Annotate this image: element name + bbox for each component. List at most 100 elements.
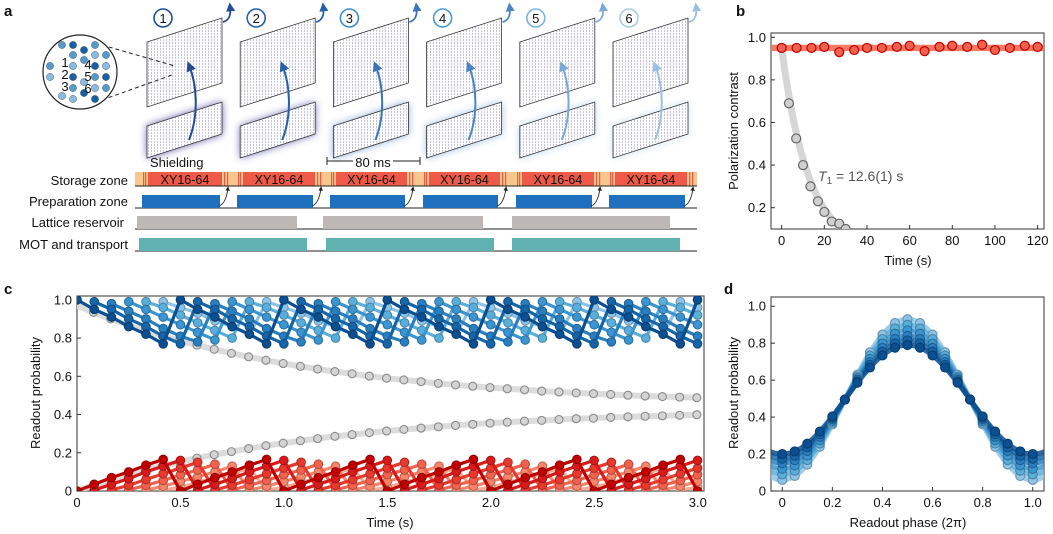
c-blue-point [692,338,703,349]
c-blue-point [296,304,306,315]
xy16-pulse-block [429,172,500,186]
site-label: 6 [84,81,91,96]
mot-bar [512,238,680,251]
c-blue-point [77,296,82,305]
zoom-line [101,74,173,101]
c-red-point [520,459,530,470]
d-ytick-label: 0.2 [748,447,766,462]
shielding-stripe [227,172,229,186]
c-blue-point [658,329,668,340]
site-label: 2 [61,67,68,82]
c-blue-point [675,338,686,349]
c-blue-point [227,321,237,332]
c-gray-point [278,358,288,369]
d-point [889,342,901,353]
c-red-point [503,457,513,468]
c-red-point [606,479,617,490]
c-blue-point [692,296,703,305]
b-red-point [791,42,802,54]
transfer-arrow [372,61,384,141]
d-point [914,342,926,353]
c-blue-point [416,335,427,345]
c-gray-point [295,436,305,446]
c-blue-point [244,304,255,315]
c-red-point [382,455,393,466]
d-ylabel: Readout probability [726,336,741,449]
c-red-point [296,457,306,468]
d-point [877,350,888,361]
atom-site [102,62,110,70]
c-gray-point [295,361,305,371]
c-blue-point [468,338,479,349]
output-arrow [222,2,236,23]
c-blue-point [675,302,686,313]
c-gray-point [692,393,702,403]
atom-site [102,84,110,92]
preparation-bar [330,195,405,208]
c-gray-point [364,371,374,381]
b-red-point [891,41,902,52]
c-ytick-label: 0 [65,484,72,499]
d-point [802,438,813,449]
c-blue-point [554,304,565,315]
b-xtick-label: 20 [817,233,831,248]
c-red-point [158,454,168,465]
atom-site [80,46,88,54]
c-red-point [382,486,393,491]
c-blue-point [123,296,134,307]
c-blue-point [434,296,444,307]
b-red-point [962,41,973,52]
step-number-circle [619,8,639,28]
preparation-bar [423,195,498,208]
c-xtick-label: 3.0 [689,495,707,510]
b-gray-point [791,133,802,144]
c-blue-point [399,317,410,328]
atom-site [69,62,77,70]
c-gray-point [313,434,323,444]
shielding-stripe [692,172,694,186]
output-arrow [595,2,608,23]
panel-b-chart: 0 20 40 60 80 100 120 0.2 0.4 0.6 0.8 1.0 [748,30,1049,248]
c-blue-point [330,321,341,332]
c-blue-point [589,310,599,320]
shielding-stripe [224,172,226,186]
shielding-stripe [320,172,322,186]
c-red-point [485,455,496,466]
mot-bar [139,238,307,251]
c-gray-point [485,418,495,428]
reservoir-bar [512,216,670,229]
c-gray-point [209,450,219,460]
b-ytick-label: 0.4 [748,158,766,173]
d-point [789,446,800,457]
c-blue-point [89,304,100,315]
c-blue-point [141,304,151,315]
shielding-stripe [145,172,147,186]
d-point [902,339,913,351]
c-blue-point [296,317,306,328]
row-label-reservoir: Lattice reservoir [32,215,125,230]
c-gray-point [571,388,581,398]
shielding-stripe [426,172,428,186]
sequence-step-6: 6 [612,2,702,159]
c-blue-point [382,310,393,320]
storage-plane [146,17,223,108]
b-gray-point [840,223,851,229]
c-xtick-label: 0.5 [171,495,189,510]
transfer-arrow [466,61,477,141]
shielding-stripe [333,172,335,186]
site-label: 1 [61,55,68,70]
c-blue-point [399,304,410,315]
panel-d-chart: 0 0.2 0.4 0.6 0.8 1.0 0 0.2 0.4 0.6 0.8 1.0 [748,296,1045,510]
panel-label-a: a [4,3,13,20]
c-gray-point [416,423,426,433]
b-gray-point [797,159,809,171]
c-gray-point [519,416,530,426]
c-blue-point [141,329,151,340]
shielding-stripe [424,172,426,186]
b-gray-point [812,196,824,207]
c-blue-point [175,319,186,330]
shielding-stripe [610,172,612,186]
c-gray-point [347,369,357,379]
c-red-point [313,472,324,483]
d-xtick-label: 0.6 [924,495,942,510]
